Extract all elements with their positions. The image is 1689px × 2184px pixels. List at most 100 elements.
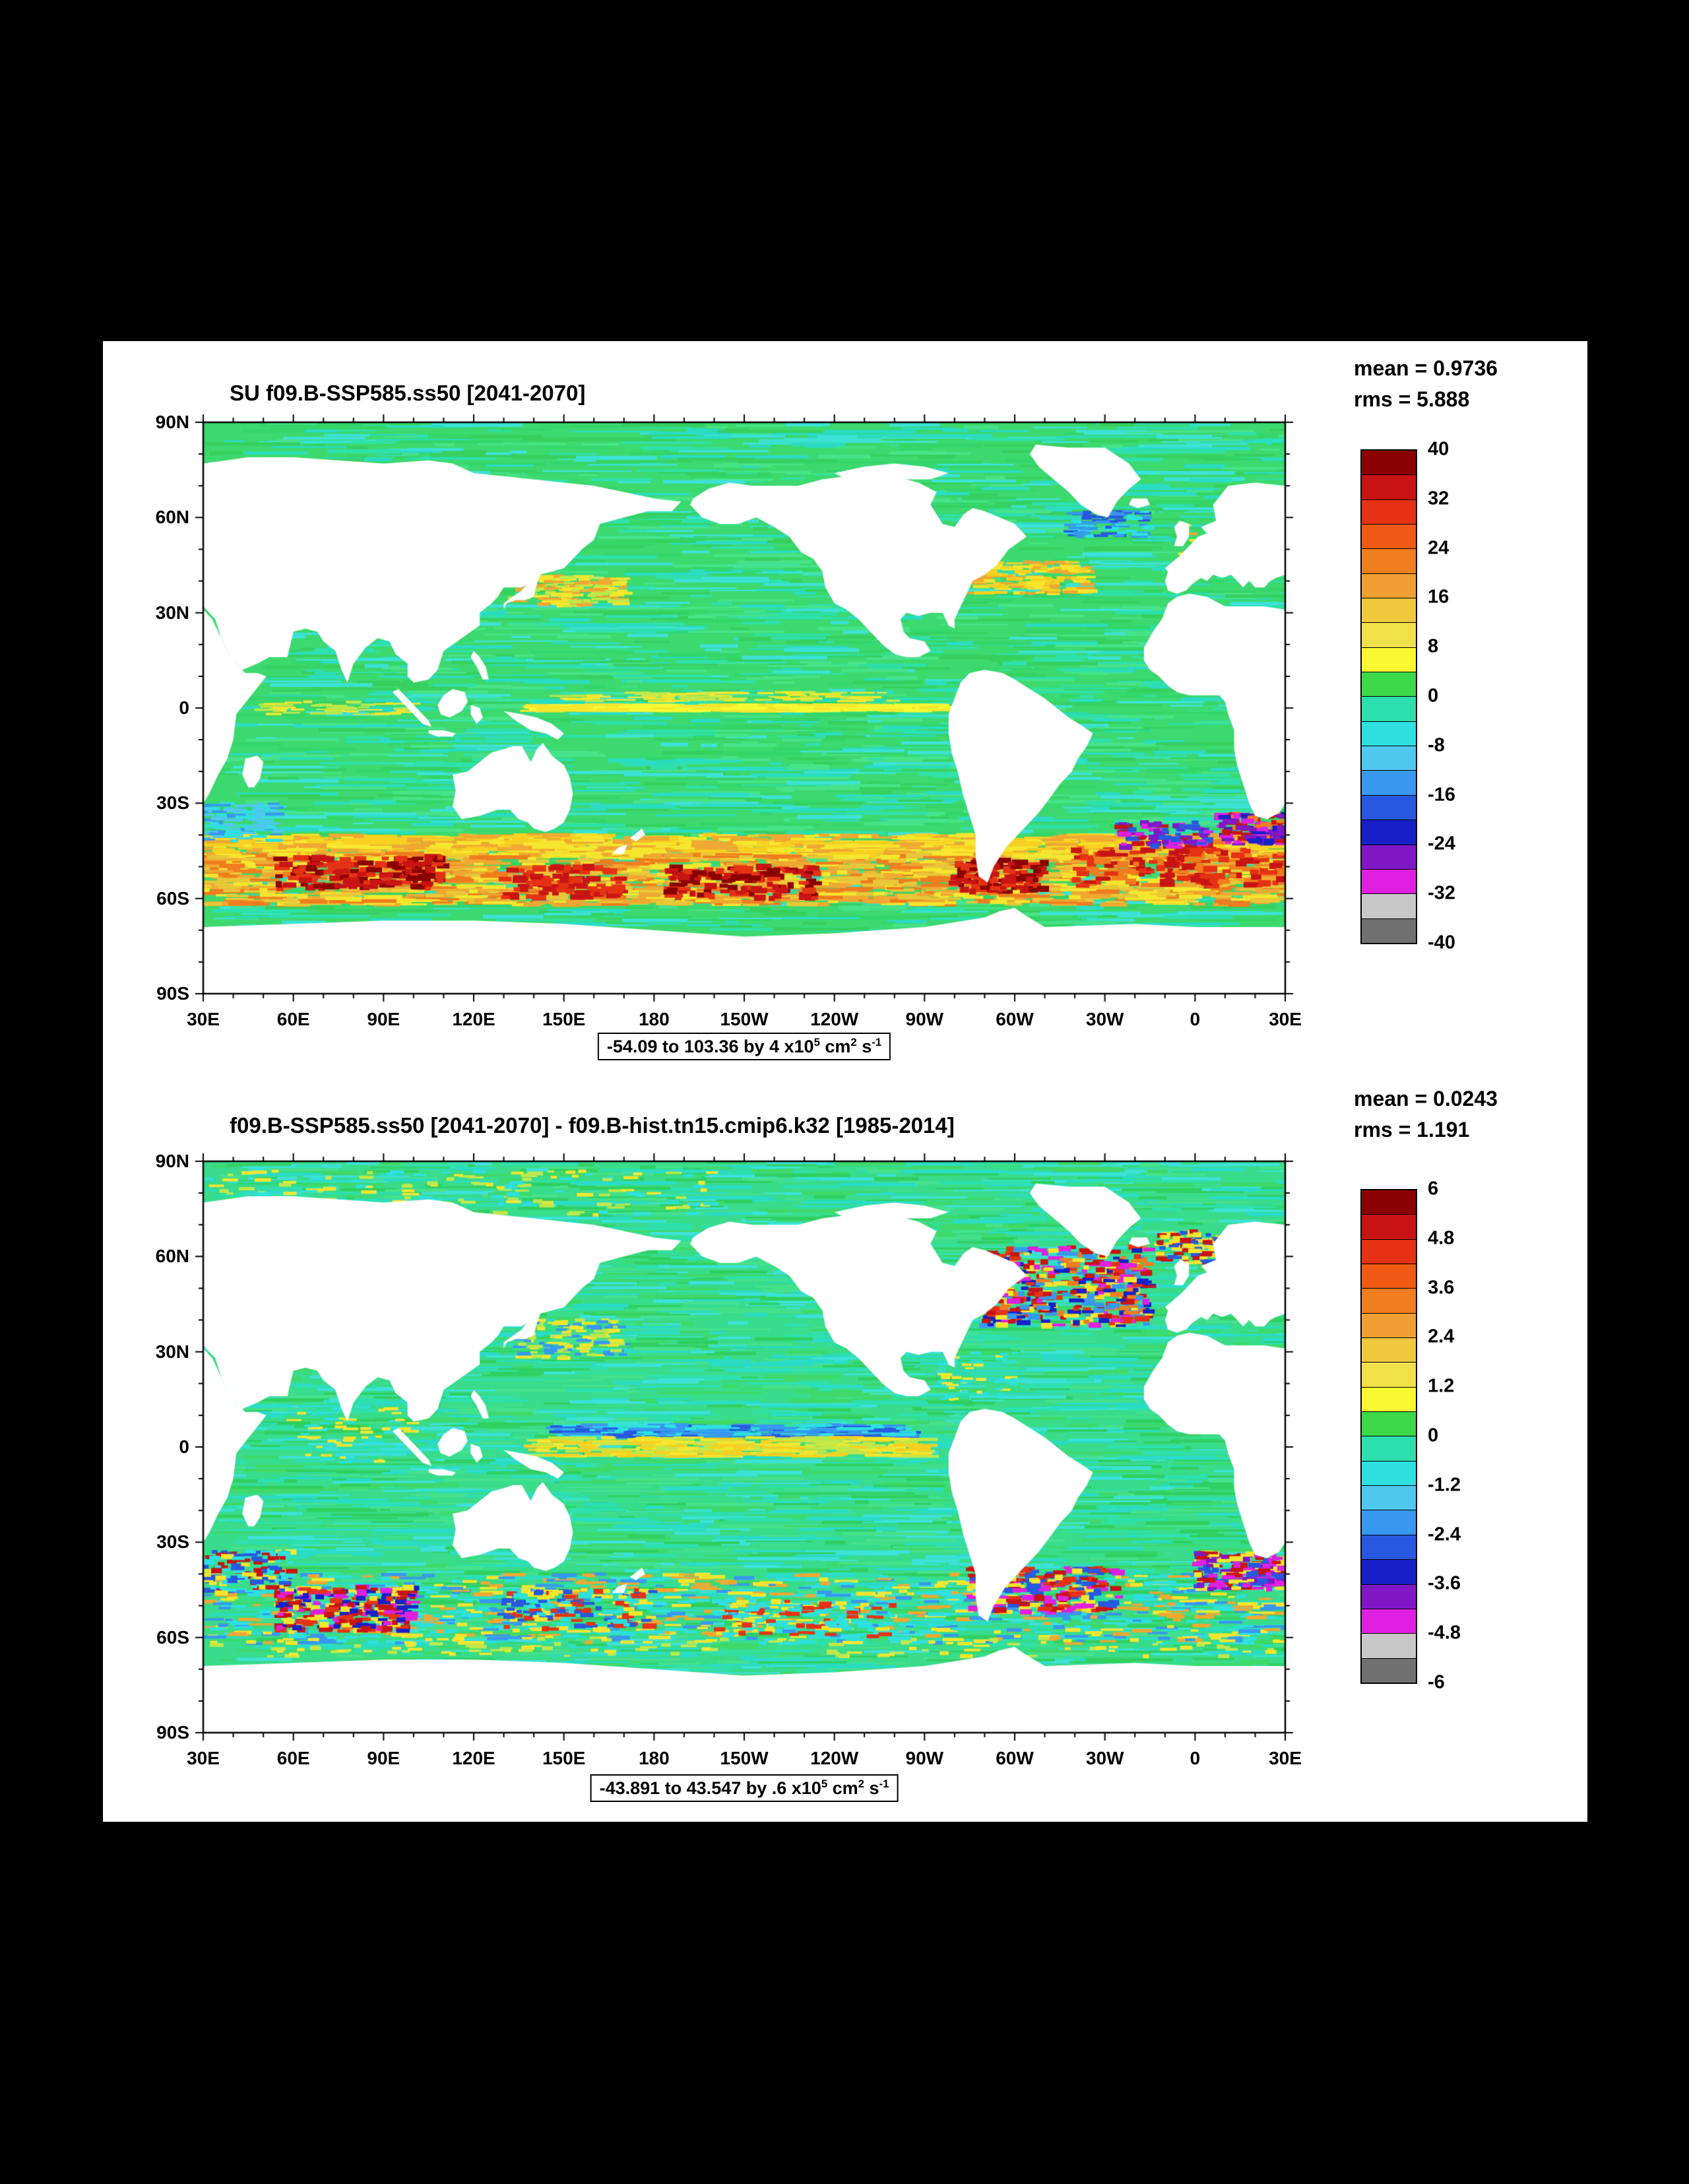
colorbar-segment xyxy=(1361,1608,1417,1634)
y-tick-label: 30N xyxy=(155,1341,189,1362)
colorbar-label: 8 xyxy=(1428,635,1439,657)
caption-text: s xyxy=(864,1778,879,1798)
y-tick-label: 30S xyxy=(156,792,189,814)
y-tick-label: 90N xyxy=(155,1151,189,1171)
colorbar-segment xyxy=(1361,1386,1417,1413)
plot1-map-canvas xyxy=(191,410,1297,1006)
plot2-range-caption: -43.891 to 43.547 by .6 x105 cm2 s-1 xyxy=(590,1774,899,1802)
plot1-mean-value: mean = 0.9736 xyxy=(1354,356,1498,380)
plot2-title: f09.B-SSP585.ss50 [2041-2070] - f09.B-hi… xyxy=(230,1113,955,1138)
x-tick-label: 60W xyxy=(996,1748,1034,1768)
colorbar-segment xyxy=(1361,647,1417,673)
colorbar-segment xyxy=(1361,1485,1417,1511)
colorbar-label: -3.6 xyxy=(1428,1572,1461,1594)
colorbar-label: -8 xyxy=(1428,734,1445,756)
colorbar-label: -40 xyxy=(1428,932,1455,953)
colorbar-label: 0 xyxy=(1428,685,1439,707)
colorbar-segment xyxy=(1361,499,1417,525)
y-tick-label: 60N xyxy=(155,507,189,528)
x-tick-label: 180 xyxy=(638,1009,670,1029)
y-tick-label: 60S xyxy=(156,887,189,909)
figure-panel: mean = 0.9736 rms = 5.888 SU f09.B-SSP58… xyxy=(103,341,1587,1822)
colorbar-segment xyxy=(1361,868,1417,895)
colorbar-label: -1.2 xyxy=(1428,1474,1461,1496)
colorbar-segment xyxy=(1361,918,1417,944)
colorbar-segment xyxy=(1361,1238,1417,1265)
colorbar-label: 6 xyxy=(1428,1178,1439,1200)
colorbar-label: 32 xyxy=(1428,488,1450,509)
colorbar-segment xyxy=(1361,1460,1417,1487)
y-tick-label: 90S xyxy=(156,1722,189,1743)
plot1-stats: mean = 0.9736 rms = 5.888 xyxy=(1354,353,1498,415)
x-tick-label: 30E xyxy=(187,1009,220,1029)
colorbar-segment xyxy=(1361,1264,1417,1289)
colorbar-label: -2.4 xyxy=(1428,1524,1461,1545)
caption-text: -54.09 to 103.36 by 4 x10 xyxy=(606,1037,814,1056)
plot2-map-canvas xyxy=(191,1149,1297,1745)
colorbar-segment xyxy=(1361,1633,1417,1659)
colorbar-segment xyxy=(1361,819,1417,845)
y-tick-label: 60N xyxy=(155,1246,189,1267)
colorbar-segment xyxy=(1361,1337,1417,1363)
colorbar-segment xyxy=(1361,524,1417,550)
plot1-title: SU f09.B-SSP585.ss50 [2041-2070] xyxy=(230,381,586,405)
caption-exp: 2 xyxy=(850,1036,857,1048)
colorbar-segment xyxy=(1361,573,1417,599)
colorbar-label: 16 xyxy=(1428,586,1450,608)
x-tick-label: 120W xyxy=(810,1009,859,1029)
x-tick-label: 120E xyxy=(452,1009,495,1029)
colorbar-segment xyxy=(1361,721,1417,747)
colorbar-segment xyxy=(1361,1534,1417,1560)
caption-exp: 5 xyxy=(813,1036,820,1048)
plot1-rms-value: rms = 5.888 xyxy=(1354,387,1470,411)
colorbar-segment xyxy=(1361,1657,1417,1683)
x-tick-label: 60E xyxy=(276,1009,310,1029)
x-tick-label: 150E xyxy=(542,1009,586,1029)
caption-text: cm xyxy=(819,1037,851,1056)
colorbar-segment xyxy=(1361,1362,1417,1388)
x-tick-label: 30E xyxy=(187,1748,220,1768)
x-tick-label: 150W xyxy=(720,1009,769,1029)
colorbar-segment xyxy=(1361,1214,1417,1240)
caption-exp: -1 xyxy=(872,1036,882,1048)
colorbar-segment xyxy=(1361,1312,1417,1339)
colorbar-label: 2.4 xyxy=(1428,1326,1455,1347)
y-tick-label: 0 xyxy=(179,697,189,718)
x-tick-label: 90E xyxy=(367,1748,400,1768)
x-tick-label: 60W xyxy=(996,1009,1034,1029)
y-tick-label: 30S xyxy=(156,1531,189,1553)
x-tick-label: 150W xyxy=(720,1748,769,1768)
colorbar-label: -24 xyxy=(1428,833,1455,854)
plot2-rms-value: rms = 1.191 xyxy=(1354,1118,1470,1141)
colorbar-segment xyxy=(1361,1436,1417,1461)
y-tick-label: 30N xyxy=(155,602,189,623)
colorbar-segment xyxy=(1361,844,1417,870)
colorbar-label: 0 xyxy=(1428,1425,1439,1446)
colorbar-segment xyxy=(1361,1190,1417,1215)
colorbar-label: -32 xyxy=(1428,882,1455,904)
caption-exp: -1 xyxy=(879,1778,889,1790)
x-tick-label: 90W xyxy=(905,1009,944,1029)
x-tick-label: 30E xyxy=(1269,1009,1302,1029)
x-tick-label: 0 xyxy=(1190,1748,1201,1768)
colorbar-segment xyxy=(1361,746,1417,771)
x-tick-label: 30E xyxy=(1269,1748,1302,1768)
colorbar-segment xyxy=(1361,1559,1417,1585)
x-tick-label: 0 xyxy=(1190,1009,1201,1029)
x-tick-label: 60E xyxy=(276,1748,310,1768)
x-tick-label: 90W xyxy=(905,1748,944,1768)
colorbar-segment xyxy=(1361,548,1417,574)
x-tick-label: 30W xyxy=(1085,1748,1124,1768)
x-tick-label: 120E xyxy=(452,1748,495,1768)
colorbar-segment xyxy=(1361,450,1417,476)
caption-text: s xyxy=(856,1037,872,1056)
x-tick-label: 30W xyxy=(1085,1009,1124,1029)
colorbar-label: -6 xyxy=(1428,1671,1445,1693)
colorbar-segment xyxy=(1361,622,1417,648)
caption-text: -43.891 to 43.547 by .6 x10 xyxy=(599,1778,821,1798)
y-tick-label: 0 xyxy=(179,1436,189,1457)
plot2-stats: mean = 0.0243 rms = 1.191 xyxy=(1354,1083,1498,1145)
x-tick-label: 150E xyxy=(542,1748,586,1768)
plot1-range-caption: -54.09 to 103.36 by 4 x105 cm2 s-1 xyxy=(597,1033,891,1060)
